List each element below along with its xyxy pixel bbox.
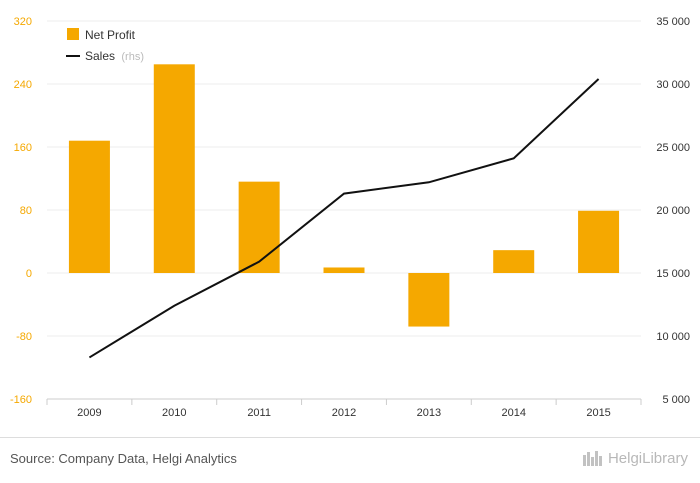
- bar-2010: [153, 64, 195, 273]
- x-tick-label: 2012: [332, 407, 356, 419]
- left-axis-ticks: 320 240 160 80 0 -80 -160: [10, 16, 32, 406]
- chart: 320 240 160 80 0 -80 -160 35 000 30 000 25 000 20…: [10, 16, 690, 419]
- right-tick-label: 20 000: [656, 205, 690, 217]
- bar-2013: [408, 273, 450, 327]
- x-axis: [46, 398, 642, 405]
- bar-2014: [493, 250, 535, 273]
- x-tick-label: 2011: [247, 407, 271, 419]
- right-tick-label: 5 000: [662, 394, 690, 406]
- gridlines: [47, 20, 641, 400]
- left-tick-label: 80: [20, 205, 32, 217]
- x-tick-label: 2010: [162, 407, 186, 419]
- right-tick-label: 25 000: [656, 142, 690, 154]
- source-note: Source: Company Data, Helgi Analytics: [10, 451, 237, 466]
- legend-swatch-net-profit: [67, 28, 79, 40]
- left-tick-label: -80: [16, 331, 32, 343]
- legend-label-sales: Sales (rhs): [85, 49, 144, 63]
- legend: Net Profit Sales (rhs): [66, 28, 144, 63]
- bar-2012: [323, 267, 365, 273]
- bar-2015: [578, 210, 620, 273]
- x-tick-label: 2013: [417, 407, 441, 419]
- sales-line: [88, 78, 600, 359]
- bar-2011: [238, 181, 280, 273]
- footer-divider: [0, 437, 700, 438]
- x-tick-label: 2015: [586, 407, 610, 419]
- right-tick-label: 35 000: [656, 16, 690, 28]
- brand-name: HelgiLibrary: [607, 449, 688, 467]
- legend-label-net-profit: Net Profit: [85, 28, 136, 42]
- bar-2009: [68, 140, 110, 273]
- x-tick-label: 2009: [77, 407, 101, 419]
- library-icon: [582, 451, 602, 466]
- right-tick-label: 15 000: [656, 268, 690, 280]
- right-tick-label: 30 000: [656, 79, 690, 91]
- x-axis-ticks: 2009 2010 2011 2012 2013 2014 2015: [77, 407, 611, 419]
- left-tick-label: 240: [14, 79, 32, 91]
- left-tick-label: 320: [14, 16, 32, 28]
- brand-logo[interactable]: HelgiLibrary: [582, 449, 688, 467]
- right-tick-label: 10 000: [656, 331, 690, 343]
- x-tick-label: 2014: [501, 407, 525, 419]
- left-tick-label: -160: [10, 394, 32, 406]
- right-axis-ticks: 35 000 30 000 25 000 20 000 15 000 10 000 5 00…: [656, 16, 690, 406]
- net-profit-bars: [68, 64, 620, 327]
- left-tick-label: 0: [26, 268, 32, 280]
- left-tick-label: 160: [14, 142, 32, 154]
